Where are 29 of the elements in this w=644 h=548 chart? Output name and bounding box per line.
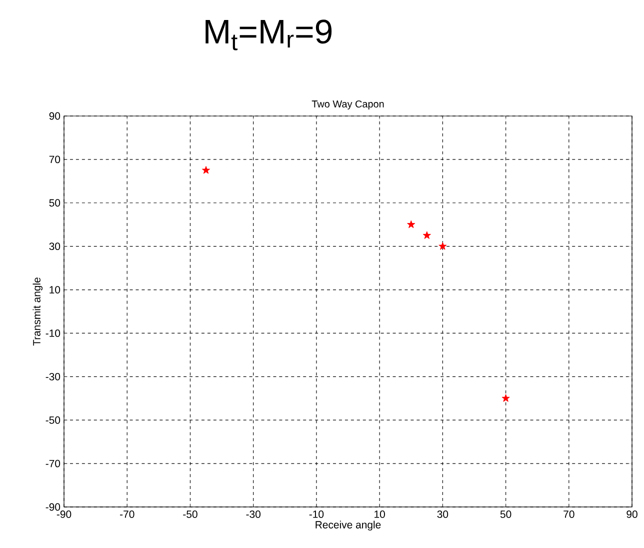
chart-title: M$_{t}$=M$_{r}$=9	[206, 20, 332, 50]
point	[438, 242, 447, 250]
y-tick-label: 30	[49, 242, 60, 250]
x-axis-title: Receive angle	[316, 520, 381, 531]
x-tick-label: 50	[500, 510, 512, 518]
point	[422, 231, 431, 239]
x-tick-label: 10	[374, 510, 385, 518]
y-tick-label: -10	[46, 330, 60, 337]
point	[202, 166, 210, 174]
x-tick-label: -70	[120, 510, 134, 518]
x-tick-label: -10	[309, 510, 324, 518]
x-tick-label: 30	[437, 510, 448, 518]
x-tick-label: -90	[56, 510, 72, 518]
x-tick-label: -50	[183, 510, 198, 518]
chart-subtitle: Two Way Capon	[312, 100, 384, 110]
point	[502, 394, 510, 402]
y-tick-label: 50	[49, 199, 60, 207]
y-tick-label: 90	[49, 112, 60, 120]
y-tick-label: -70	[46, 460, 60, 468]
x-tick-label: 90	[626, 510, 638, 518]
y-axis-title: Transmit angle	[32, 278, 43, 346]
point	[407, 220, 416, 228]
y-tick-label: -50	[46, 416, 60, 424]
y-tick-label: -90	[46, 503, 60, 511]
x-tick-label: 70	[564, 510, 574, 518]
y-tick-label: 70	[49, 156, 60, 164]
x-tick-label: -30	[246, 510, 260, 518]
y-tick-label: 10	[50, 286, 60, 294]
y-tick-label: -30	[46, 372, 60, 380]
